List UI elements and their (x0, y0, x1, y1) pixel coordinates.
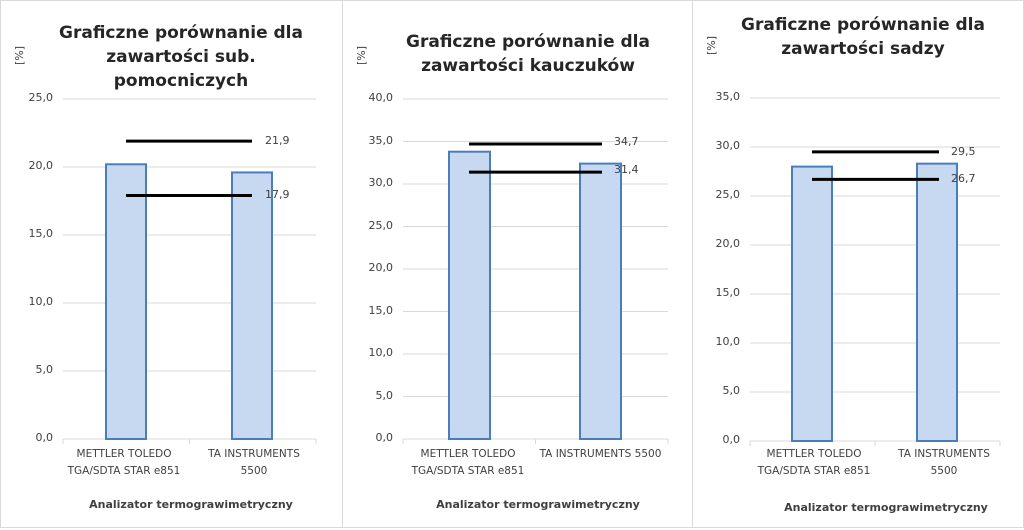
y-tick-label: 15,0 (368, 303, 394, 317)
chart-panel-sadzy: Graficzne porównanie dla zawartości sadz… (692, 0, 1024, 528)
y-tick-label: 15,0 (28, 227, 54, 240)
x-axis-label: Analizator termograwimetryczny (784, 501, 988, 514)
chart-plot (62, 98, 317, 444)
bar (448, 150, 491, 440)
title-line: pomocniczych (113, 71, 249, 91)
chart-panel-sub-pomocniczych: Graficzne porównanie dla zawartości sub.… (0, 0, 343, 528)
x-axis-label: Analizator termograwimetryczny (436, 498, 640, 511)
y-axis-label: [%] (705, 35, 718, 55)
y-tick-label: 0,0 (722, 433, 741, 446)
y-tick-label: 10,0 (715, 335, 741, 348)
x-axis-label: Analizator termograwimetryczny (89, 498, 293, 511)
lower-limit-label: 26,7 (951, 172, 976, 185)
y-tick-label: 0,0 (375, 431, 394, 444)
title-line: Graficzne porównanie dla (741, 15, 985, 35)
y-tick-label: 25,0 (368, 218, 394, 232)
bar (916, 162, 958, 442)
chart-title: Graficzne porównanie dla zawartości sub.… (41, 21, 321, 93)
y-tick-label: 25,0 (715, 188, 741, 201)
category-label: METTLER TOLEDO TGA/SDTA STAR e851 (67, 448, 181, 477)
y-tick-label: 35,0 (715, 90, 741, 103)
y-axis-label: [%] (13, 45, 26, 65)
y-tick-label: 5,0 (375, 388, 394, 402)
title-line: zawartości sadzy (781, 39, 945, 59)
y-tick-label: 5,0 (722, 384, 741, 397)
y-tick-label: 10,0 (368, 346, 394, 359)
category-label: TA INSTRUMENTS 5500 (539, 448, 662, 460)
upper-limit-label: 21,9 (265, 134, 290, 147)
title-line: zawartości sub. (106, 47, 256, 67)
lower-limit-label: 31,4 (614, 163, 639, 176)
y-tick-label: 25,0 (28, 91, 54, 104)
bar (105, 163, 147, 440)
upper-limit-label: 34,7 (614, 135, 639, 148)
y-tick-label: 30,0 (715, 139, 741, 152)
category-label: TA INSTRUMENTS 5500 (208, 448, 300, 477)
y-tick-label: 10,0 (28, 295, 54, 308)
category-label: METTLER TOLEDO TGA/SDTA STAR e851 (411, 448, 525, 477)
y-tick-label: 20,0 (368, 261, 394, 274)
y-tick-label: 20,0 (28, 159, 54, 172)
chart-plot (749, 97, 1001, 446)
title-line: Graficzne porównanie dla (406, 32, 650, 52)
bar (231, 171, 273, 440)
bar (579, 162, 622, 440)
y-tick-label: 40,0 (368, 91, 394, 104)
category-label: METTLER TOLEDO TGA/SDTA STAR e851 (757, 448, 871, 477)
y-axis-label: [%] (355, 45, 368, 65)
y-tick-label: 15,0 (715, 286, 741, 299)
lower-limit-label: 17,9 (265, 188, 290, 201)
y-tick-label: 20,0 (715, 237, 741, 250)
title-line: Graficzne porównanie dla (59, 23, 303, 43)
chart-title: Graficzne porównanie dla zawartości sadz… (728, 13, 998, 61)
y-tick-label: 30,0 (368, 176, 394, 189)
upper-limit-label: 29,5 (951, 145, 976, 158)
y-tick-label: 35,0 (368, 133, 394, 147)
y-tick-label: 5,0 (35, 363, 54, 376)
chart-plot (402, 98, 669, 444)
y-tick-label: 0,0 (35, 431, 54, 444)
chart-panel-kauczukow: Graficzne porównanie dla zawartości kauc… (342, 0, 693, 528)
category-label: TA INSTRUMENTS 5500 (898, 448, 990, 477)
bar (791, 165, 833, 442)
chart-title: Graficzne porównanie dla zawartości kauc… (393, 30, 663, 78)
title-line: zawartości kauczuków (421, 56, 635, 76)
